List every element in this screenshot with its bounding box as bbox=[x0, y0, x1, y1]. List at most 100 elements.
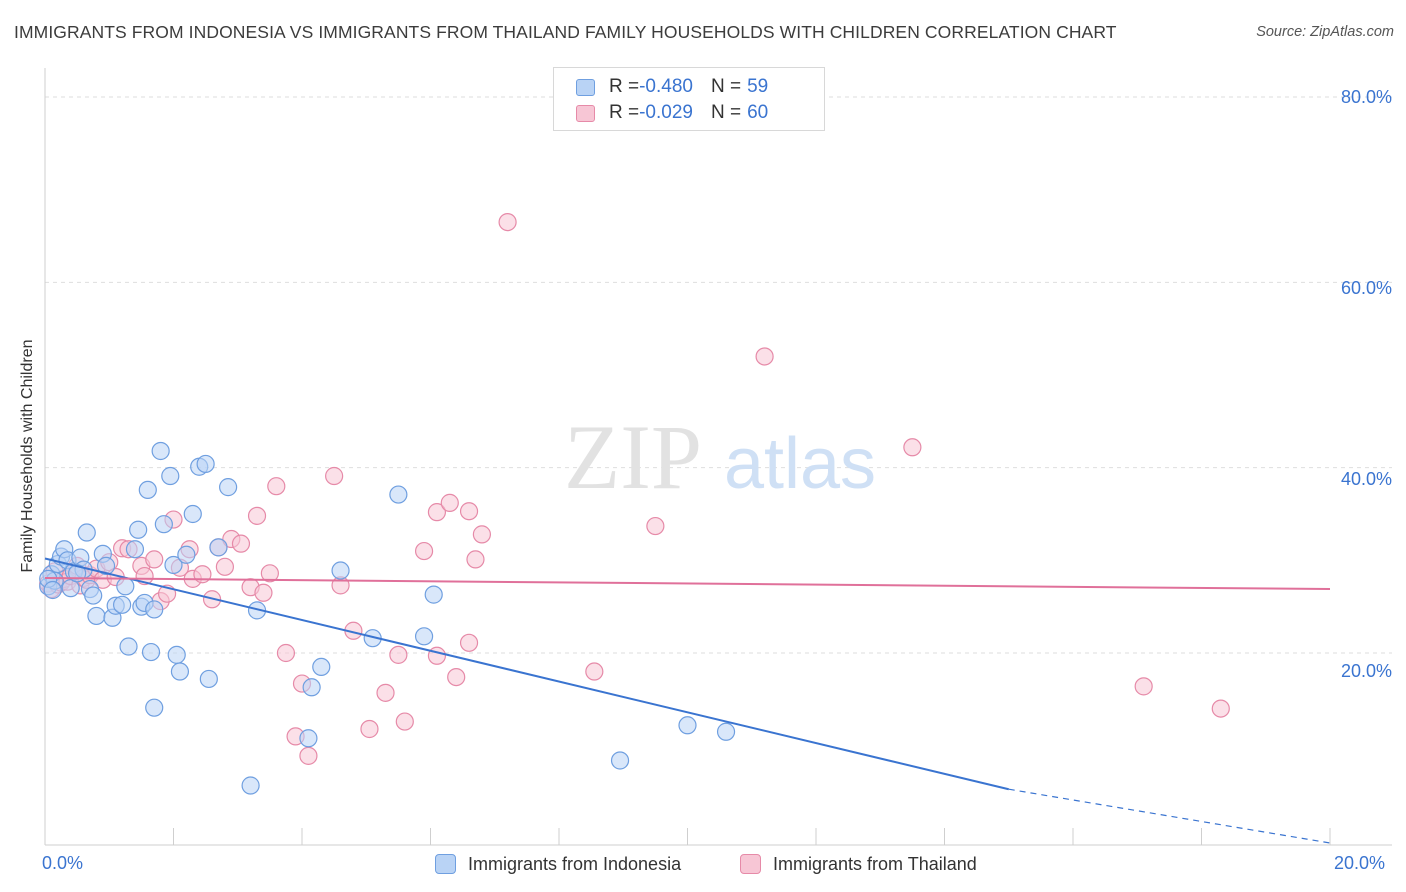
n-label: N = bbox=[710, 102, 742, 123]
indonesia-point bbox=[84, 586, 103, 605]
indonesia-point bbox=[43, 580, 62, 600]
thailand-point bbox=[459, 502, 479, 521]
indonesia-point bbox=[414, 627, 434, 646]
thailand-point bbox=[427, 503, 447, 522]
thailand-point bbox=[267, 477, 286, 496]
r-value-indonesia: -0.480 bbox=[639, 76, 693, 97]
indonesia-point bbox=[610, 751, 630, 770]
r-label: R = bbox=[609, 102, 640, 123]
indonesia-point bbox=[116, 577, 135, 596]
legend-item-indonesia[interactable]: Immigrants from Indonesia bbox=[435, 852, 681, 876]
y-tick-label-80: 80.0% bbox=[1340, 87, 1392, 107]
indonesia-point bbox=[199, 669, 218, 689]
indonesia-point bbox=[145, 600, 164, 619]
indonesia-point bbox=[331, 561, 350, 580]
thailand-point bbox=[585, 662, 604, 681]
y-tick-label-60: 60.0% bbox=[1340, 278, 1392, 298]
n-label: N = bbox=[710, 76, 742, 97]
thailand-point bbox=[325, 466, 344, 486]
thailand-legend-label: Immigrants from Thailand bbox=[773, 853, 977, 874]
n-value-thailand: 60 bbox=[747, 102, 769, 123]
thailand-point bbox=[472, 525, 491, 544]
indonesia-point bbox=[299, 729, 318, 748]
thailand-point bbox=[231, 534, 251, 553]
indonesia-point bbox=[151, 441, 170, 461]
indonesia-trend-extension bbox=[1008, 788, 1331, 844]
indonesia-point bbox=[154, 515, 173, 534]
thailand-point bbox=[466, 550, 485, 569]
indonesia-point bbox=[145, 698, 164, 717]
indonesia-point bbox=[716, 722, 736, 741]
thailand-point bbox=[360, 719, 379, 739]
x-tick-label-max: 20.0% bbox=[1334, 853, 1386, 873]
grid-lines bbox=[45, 96, 1392, 654]
thailand-point bbox=[498, 213, 517, 232]
thailand-point bbox=[903, 438, 922, 457]
thailand-point bbox=[254, 583, 273, 602]
indonesia-point bbox=[112, 595, 132, 614]
indonesia-point bbox=[389, 485, 408, 504]
indonesia-points bbox=[39, 441, 736, 795]
x-tick-label-min: 0.0% bbox=[42, 853, 84, 873]
thailand-point bbox=[459, 633, 479, 652]
legend-row-thailand: R = -0.029 N = 60 bbox=[576, 101, 768, 125]
watermark: ZIP atlas bbox=[564, 406, 876, 508]
y-tick-label-40: 40.0% bbox=[1340, 469, 1392, 489]
indonesia-point bbox=[125, 540, 145, 559]
thailand-point bbox=[1211, 699, 1230, 718]
thailand-point bbox=[299, 746, 318, 765]
source-label: Source: ZipAtlas.com bbox=[1256, 24, 1394, 40]
thailand-point bbox=[376, 683, 395, 702]
indonesia-point bbox=[196, 454, 215, 474]
indonesia-point bbox=[241, 776, 260, 795]
thailand-point bbox=[395, 712, 414, 731]
indonesia-point bbox=[161, 466, 180, 486]
thailand-point bbox=[427, 646, 447, 665]
indonesia-point bbox=[177, 545, 196, 564]
watermark-atlas: atlas bbox=[724, 424, 876, 504]
indonesia-swatch bbox=[576, 78, 595, 96]
thailand-point bbox=[447, 667, 466, 687]
indonesia-legend-swatch bbox=[435, 854, 456, 874]
indonesia-point bbox=[302, 678, 321, 697]
indonesia-point bbox=[219, 478, 238, 497]
indonesia-point bbox=[96, 556, 116, 575]
thailand-swatch bbox=[576, 104, 595, 122]
indonesia-trend-line bbox=[44, 557, 1009, 791]
thailand-point bbox=[260, 564, 279, 583]
indonesia-point bbox=[170, 662, 190, 681]
y-tick-label-20: 20.0% bbox=[1340, 661, 1392, 681]
thailand-point bbox=[247, 506, 267, 525]
thailand-trend-line bbox=[44, 576, 1331, 591]
indonesia-point bbox=[209, 538, 228, 557]
r-label: R = bbox=[609, 76, 640, 97]
thailand-point bbox=[389, 645, 408, 664]
axes bbox=[44, 68, 1392, 846]
indonesia-point bbox=[678, 716, 697, 735]
thailand-point bbox=[440, 493, 459, 512]
r-value-thailand: -0.029 bbox=[639, 102, 693, 123]
indonesia-point bbox=[183, 504, 202, 524]
thailand-point bbox=[215, 557, 234, 576]
indonesia-point bbox=[141, 642, 161, 662]
indonesia-point bbox=[119, 637, 138, 656]
indonesia-point bbox=[129, 520, 148, 539]
indonesia-point bbox=[138, 480, 157, 500]
indonesia-point bbox=[77, 523, 96, 542]
chart-title: IMMIGRANTS FROM INDONESIA VS IMMIGRANTS … bbox=[14, 22, 1117, 42]
thailand-point bbox=[646, 516, 665, 536]
indonesia-legend-label: Immigrants from Indonesia bbox=[468, 853, 682, 874]
n-value-indonesia: 59 bbox=[747, 76, 769, 97]
correlation-legend: R = -0.480 N = 59 R = -0.029 N = 60 bbox=[553, 67, 825, 131]
thailand-point bbox=[145, 550, 164, 569]
indonesia-point bbox=[424, 585, 443, 604]
indonesia-point bbox=[312, 657, 331, 677]
thailand-point bbox=[1134, 677, 1153, 696]
legend-row-indonesia: R = -0.480 N = 59 bbox=[576, 75, 768, 99]
thailand-point bbox=[414, 541, 434, 561]
watermark-zip: ZIP bbox=[564, 406, 702, 508]
indonesia-point bbox=[167, 645, 186, 664]
legend-item-thailand[interactable]: Immigrants from Thailand bbox=[740, 852, 977, 876]
indonesia-point bbox=[164, 555, 183, 575]
